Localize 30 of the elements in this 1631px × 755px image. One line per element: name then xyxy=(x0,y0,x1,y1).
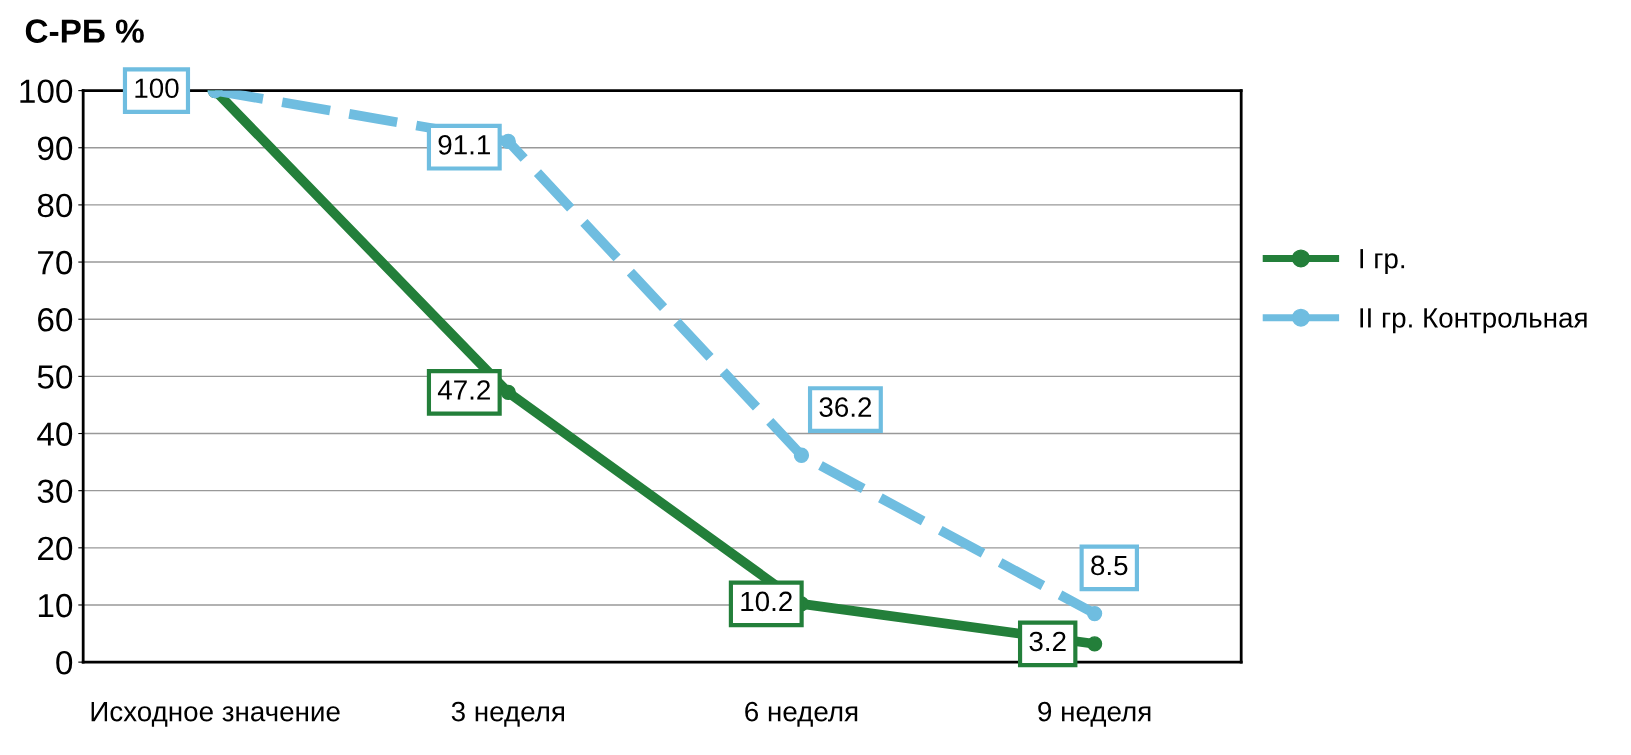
legend-label: I гр. xyxy=(1360,249,1405,274)
legend-label: II гр. Контрольная xyxy=(1360,308,1587,334)
y-axis-title: С-РБ % xyxy=(25,19,144,43)
data-label: 8.5 xyxy=(1091,555,1128,576)
data-label: 91.1 xyxy=(438,134,490,155)
x-tick-label: Исходное значение xyxy=(91,702,340,727)
y-tick-label: 20 xyxy=(38,536,73,561)
point xyxy=(500,133,516,150)
point xyxy=(1086,605,1103,622)
data-label: 36.2 xyxy=(819,397,872,417)
x-tick-label: 3 неделя xyxy=(451,701,564,727)
y-tick-label: 40 xyxy=(37,422,73,446)
x-tick-label: 9 неделя xyxy=(1038,701,1151,727)
y-tick-label: 50 xyxy=(37,365,73,389)
data-label: 47.2 xyxy=(437,380,490,400)
y-tick-label: 10 xyxy=(38,593,73,618)
y-tick-label: 80 xyxy=(37,193,73,218)
point xyxy=(1086,636,1103,652)
y-tick-label: 100 xyxy=(20,79,73,104)
y-tick-label: 0 xyxy=(56,650,73,675)
x-tick-label: 6 неделя xyxy=(745,701,858,727)
data-label: 100 xyxy=(135,78,179,99)
data-label: 3.2 xyxy=(1029,631,1066,652)
point xyxy=(500,384,516,401)
y-tick-label: 90 xyxy=(37,136,73,161)
point xyxy=(793,447,810,463)
y-tick-label: 30 xyxy=(37,479,73,504)
y-tick-label: 70 xyxy=(38,250,73,275)
y-tick-label: 60 xyxy=(38,308,73,332)
data-label: 10.2 xyxy=(741,591,792,612)
